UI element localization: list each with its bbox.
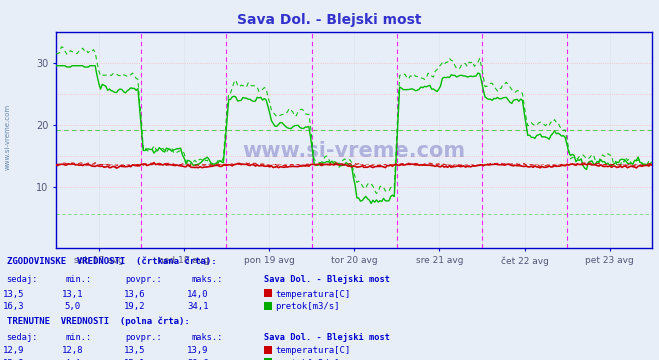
Text: 13,6: 13,6 (125, 290, 146, 299)
Text: ZGODOVINSKE  VREDNOSTI  (črtkana črta):: ZGODOVINSKE VREDNOSTI (črtkana črta): (7, 257, 216, 266)
Text: pretok[m3/s]: pretok[m3/s] (275, 302, 340, 311)
Text: 14,0: 14,0 (187, 290, 208, 299)
Text: 15,8: 15,8 (3, 359, 24, 360)
Text: temperatura[C]: temperatura[C] (275, 290, 351, 299)
Text: Sava Dol. - Blejski most: Sava Dol. - Blejski most (237, 13, 422, 27)
Text: Sava Dol. - Blejski most: Sava Dol. - Blejski most (264, 275, 389, 284)
Text: 13,5: 13,5 (3, 290, 24, 299)
Text: www.si-vreme.com: www.si-vreme.com (5, 104, 11, 170)
Text: 19,2: 19,2 (125, 302, 146, 311)
Text: 34,1: 34,1 (187, 302, 208, 311)
Text: www.si-vreme.com: www.si-vreme.com (243, 141, 466, 161)
Text: 29,6: 29,6 (187, 359, 208, 360)
Text: min.:: min.: (66, 333, 92, 342)
Text: 4,4: 4,4 (65, 359, 80, 360)
Text: maks.:: maks.: (191, 333, 223, 342)
Text: 12,9: 12,9 (3, 346, 24, 355)
Text: sedaj:: sedaj: (7, 333, 38, 342)
Text: povpr.:: povpr.: (125, 275, 162, 284)
Text: maks.:: maks.: (191, 275, 223, 284)
Text: min.:: min.: (66, 275, 92, 284)
Text: pretok[m3/s]: pretok[m3/s] (275, 359, 340, 360)
Text: 5,0: 5,0 (65, 302, 80, 311)
Text: povpr.:: povpr.: (125, 333, 162, 342)
Text: 13,9: 13,9 (187, 346, 208, 355)
Text: sedaj:: sedaj: (7, 275, 38, 284)
Text: temperatura[C]: temperatura[C] (275, 346, 351, 355)
Text: TRENUTNE  VREDNOSTI  (polna črta):: TRENUTNE VREDNOSTI (polna črta): (7, 317, 189, 326)
Text: 16,3: 16,3 (3, 302, 24, 311)
Text: 13,5: 13,5 (125, 346, 146, 355)
Text: 12,8: 12,8 (62, 346, 83, 355)
Text: 15,1: 15,1 (125, 359, 146, 360)
Text: 13,1: 13,1 (62, 290, 83, 299)
Text: Sava Dol. - Blejski most: Sava Dol. - Blejski most (264, 333, 389, 342)
